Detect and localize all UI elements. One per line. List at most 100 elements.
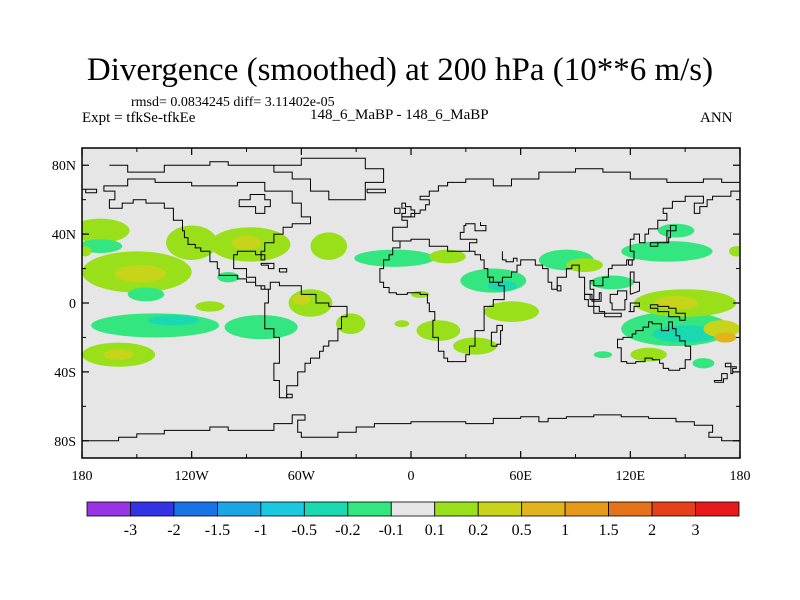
coastline (401, 202, 416, 218)
colorbar-swatch (260, 501, 305, 517)
lon-label: 180 (72, 469, 93, 484)
coastlines (82, 157, 740, 442)
experiment-label: Expt = tfkSe-tfkEe (82, 110, 196, 126)
divergence-feature (484, 301, 539, 322)
colorbar-swatch (608, 501, 653, 517)
lat-label: 0 (69, 297, 76, 312)
divergence-feature (114, 265, 167, 283)
colorbar-swatch (651, 501, 696, 517)
divergence-feature (195, 301, 225, 312)
divergence-feature (566, 258, 603, 272)
divergence-feature (354, 249, 435, 267)
lon-label: 120E (616, 469, 646, 484)
coastline (379, 168, 740, 363)
divergence-feature (692, 358, 715, 369)
coastline (278, 268, 288, 273)
divergence-feature (127, 287, 165, 302)
coastline (82, 188, 98, 194)
coastline (649, 225, 677, 247)
coastline (238, 194, 271, 214)
divergence-feature (729, 246, 740, 257)
lat-label: 40S (54, 366, 76, 381)
lon-label: 0 (408, 469, 415, 484)
coastline (584, 293, 606, 314)
lat-label: 40N (52, 228, 76, 243)
colorbar-label: 1 (561, 522, 569, 539)
colorbar-label: -2 (167, 522, 180, 539)
lon-label: 60E (509, 469, 532, 484)
colorbar-label: -1 (254, 522, 267, 539)
divergence-feature (714, 332, 737, 343)
divergence-feature (590, 275, 634, 290)
divergence-feature (103, 349, 134, 360)
case-label: 148_6_MaBP - 148_6_MaBP (310, 107, 489, 123)
colorbar-swatch (477, 501, 523, 517)
divergence-feature (593, 351, 613, 359)
colorbar-label: -0.1 (379, 522, 404, 539)
divergence-feature (416, 320, 461, 341)
colorbar-swatch (86, 501, 131, 517)
colorbar-label: 0.2 (468, 522, 488, 539)
coastline (109, 157, 385, 201)
coastline (286, 393, 293, 399)
coastline (604, 312, 622, 318)
coastline (713, 373, 728, 383)
divergence-feature (82, 246, 92, 257)
colorbar-label: 0.1 (425, 522, 445, 539)
colorbar-swatch (303, 501, 349, 517)
colorbar-swatch (216, 501, 262, 517)
colorbar-label: 2 (648, 522, 656, 539)
colorbar-swatch (347, 501, 392, 517)
coastline (103, 178, 348, 399)
colorbar-label: -0.2 (335, 522, 360, 539)
divergence-features (82, 218, 740, 369)
divergence-feature (231, 235, 262, 250)
divergence-feature (429, 249, 466, 264)
divergence-feature (336, 313, 366, 334)
colorbar-swatch (434, 501, 479, 517)
coastline (617, 321, 692, 371)
colorbar-swatch (695, 501, 740, 517)
coastline (628, 302, 640, 313)
colorbar-label: 0.5 (512, 522, 532, 539)
colorbar-label: 1.5 (599, 522, 619, 539)
coastline (394, 207, 401, 214)
coastline (609, 290, 628, 311)
lat-label: 80S (54, 435, 76, 450)
coastline (392, 222, 487, 252)
map-axes: 80N 40N 0 40S 80S 180 120W 60W 0 60E 120E 180 (52, 148, 751, 484)
divergence-feature (224, 315, 298, 340)
coastline (628, 259, 633, 266)
colorbar-label: -3 (124, 522, 137, 539)
lon-label: 120W (175, 469, 210, 484)
colorbar-label: 3 (692, 522, 700, 539)
divergence-feature (217, 272, 240, 283)
colorbar: -3 -2 -1.5 -1 -0.5 -0.2 -0.1 0.1 0.2 0.5 1 1.5 2 3 (86, 501, 740, 539)
colorbar-label: -0.5 (292, 522, 317, 539)
lon-label: 60W (288, 469, 316, 484)
colorbar-swatch (521, 501, 566, 517)
coastline (490, 324, 503, 347)
divergence-feature (310, 232, 348, 260)
coastline (82, 414, 740, 442)
coastline (556, 285, 562, 292)
coastline (724, 362, 737, 375)
colorbar-swatch (173, 501, 218, 517)
divergence-feature (82, 239, 123, 254)
chart-title: Divergence (smoothed) at 200 hPa (10**6 … (86, 52, 714, 88)
coastline (260, 262, 275, 270)
divergence-feature (82, 218, 130, 243)
coastline (366, 188, 386, 194)
lat-label: 80N (52, 159, 76, 174)
lon-label: 180 (730, 469, 751, 484)
coastline (469, 250, 494, 278)
colorbar-swatch (390, 501, 436, 517)
colorbar-label: -1.5 (205, 522, 230, 539)
coastline (629, 271, 640, 295)
divergence-feature (630, 347, 667, 362)
season-label: ANN (700, 110, 733, 126)
colorbar-swatch (130, 501, 175, 517)
divergence-feature (147, 315, 199, 326)
divergence-feature (292, 294, 311, 305)
